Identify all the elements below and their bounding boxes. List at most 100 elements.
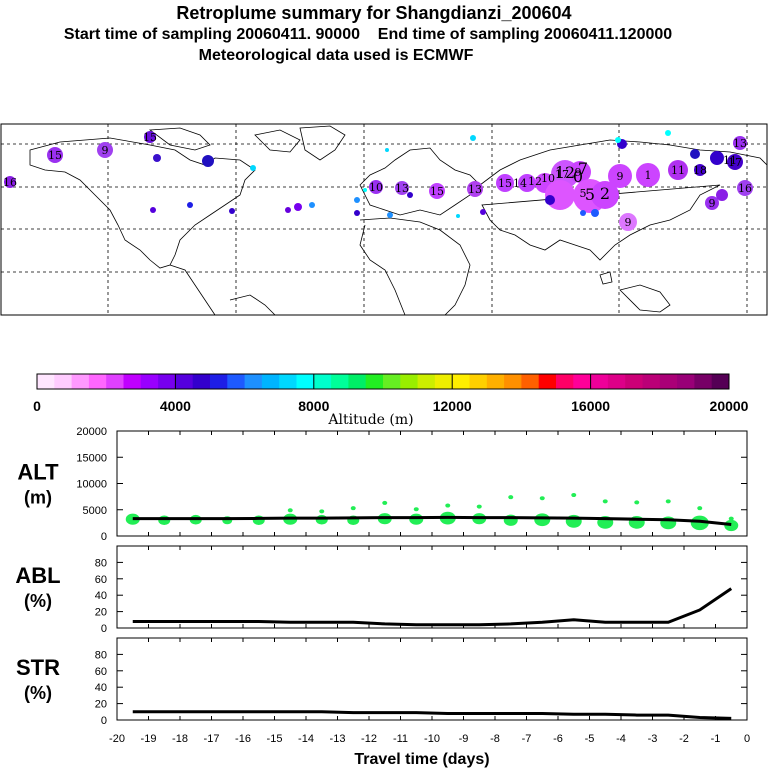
x-tick-label: -6 (553, 733, 563, 745)
colorbar-swatch (452, 374, 470, 389)
particle-marker (429, 183, 445, 199)
y-tick-label: 40 (95, 682, 107, 694)
particle-marker (710, 151, 724, 165)
y-tick-label: 5000 (83, 505, 107, 517)
x-tick-label: -19 (141, 733, 157, 745)
x-tick-label: -11 (393, 733, 408, 745)
particle-marker (387, 212, 393, 218)
altitude-blob (534, 513, 551, 527)
particle-age-label: 0 (573, 167, 583, 186)
colorbar-swatch (140, 374, 159, 389)
particle-marker (545, 195, 555, 205)
particle-age-label: 9 (575, 166, 582, 179)
particle-age-label: 18 (693, 164, 707, 177)
colorbar-swatch (88, 374, 107, 389)
particle-age-label: 15 (143, 131, 157, 144)
panel-ylabel-name: STR (16, 655, 60, 680)
x-tick-label: -17 (204, 733, 220, 745)
coastlines (29, 125, 768, 316)
colorbar-swatch (296, 374, 315, 389)
particle-marker (229, 208, 235, 214)
y-tick-label: 10000 (76, 479, 107, 491)
colorbar-swatch (434, 374, 453, 389)
colorbar-swatch (677, 374, 695, 389)
particle-marker (150, 207, 156, 213)
altitude-upper-point (728, 516, 734, 521)
particle-marker (369, 180, 383, 194)
particle-age-label: 16 (3, 176, 17, 189)
y-tick-label: 0 (101, 715, 107, 727)
particle-marker (591, 181, 619, 209)
x-tick-label: -10 (424, 733, 440, 745)
x-tick-label: -9 (459, 733, 469, 745)
particle-marker (705, 196, 719, 210)
particle-age-label: 2 (600, 184, 610, 203)
colorbar-swatch (158, 374, 176, 389)
particle-age-label: 9 (102, 144, 109, 157)
colorbar-swatch (279, 374, 297, 389)
particle-marker (144, 131, 156, 143)
colorbar-swatch (365, 374, 384, 389)
colorbar-tick-label: 16000 (571, 398, 610, 414)
x-tick-label: -3 (648, 733, 658, 745)
colorbar-swatch (538, 374, 557, 389)
map-frame (0, 123, 768, 316)
particle-marker (467, 181, 483, 197)
particle-marker (395, 181, 409, 195)
panel-ylabel-unit: (%) (24, 591, 52, 611)
x-tick-label: -13 (330, 733, 346, 745)
altitude-upper-point (634, 500, 640, 505)
particle-age-label: 15 (430, 185, 444, 198)
altitude-upper-point (508, 495, 514, 500)
colorbar-swatch (313, 374, 332, 389)
colorbar-swatch (123, 374, 142, 389)
colorbar-swatch (383, 374, 401, 389)
colorbar-swatch (400, 374, 419, 389)
colorbar-swatch (417, 374, 436, 389)
y-tick-label: 0 (101, 623, 107, 635)
altitude-upper-point (319, 509, 325, 514)
particle-age-label: 13 (733, 137, 747, 150)
altitude-upper-point (413, 507, 419, 512)
colorbar-swatch (348, 374, 367, 389)
map-graticule (1, 124, 767, 315)
colorbar-swatch (210, 374, 228, 389)
altitude-upper-point (539, 496, 545, 501)
particle-age-label: 13 (468, 183, 482, 196)
particle-marker (285, 207, 291, 213)
altitude-blob (724, 519, 739, 532)
particle-age-label: 10 (541, 172, 555, 185)
colorbar-swatch (521, 374, 540, 389)
particle-marker (733, 136, 747, 150)
particle-age-label: 9 (709, 197, 716, 210)
particle-age-label: 13 (395, 182, 409, 195)
particle-marker (250, 165, 256, 171)
retroplume-particles (4, 130, 753, 231)
met-data-source: Meteorological data used is ECMWF (198, 47, 474, 64)
particle-marker (591, 209, 599, 217)
x-tick-label: -15 (267, 733, 283, 745)
colorbar-swatch (573, 374, 592, 389)
particle-marker (737, 180, 753, 196)
y-tick-label: 40 (95, 590, 107, 602)
particle-age-label: 12 (555, 163, 575, 182)
particle-age-label: 15 (48, 149, 62, 162)
particle-marker (407, 192, 413, 198)
particle-age-label: 1 (645, 169, 652, 182)
colorbar-swatch (54, 374, 73, 389)
colorbar-axis-label: Altitude (m) (327, 412, 413, 428)
colorbar-swatch (556, 374, 574, 389)
particle-marker (716, 189, 728, 201)
particle-marker (608, 164, 632, 188)
particle-marker (636, 163, 660, 187)
colorbar-swatch (607, 374, 626, 389)
colorbar-tick-label: 20000 (710, 398, 749, 414)
y-tick-label: 20000 (76, 426, 107, 438)
altitude-blob (315, 514, 328, 525)
particle-marker (496, 174, 514, 192)
particle-marker (363, 188, 367, 192)
x-tick-label: -1 (711, 733, 721, 745)
altitude-upper-point (476, 504, 482, 509)
colorbar-swatch (37, 374, 55, 389)
